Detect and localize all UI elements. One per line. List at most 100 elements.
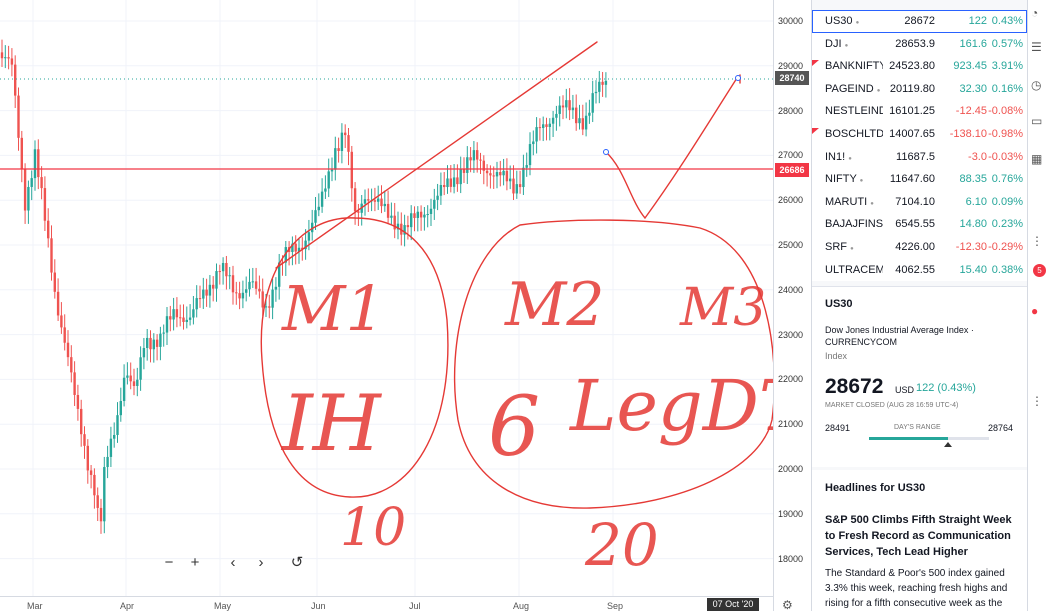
candle-body xyxy=(165,316,169,333)
candle-body xyxy=(93,474,96,496)
handwritten-annotation: 20 xyxy=(584,511,659,579)
candle-body xyxy=(23,168,27,211)
list-icon[interactable]: ☰ xyxy=(1031,40,1042,54)
time-axis[interactable]: Mar Apr May Jun Jul Aug Sep 07 Oct '20 xyxy=(0,596,773,612)
chart-canvas[interactable]: M1 IH 10 M2 M3 6 LegDT 20 xyxy=(0,0,773,596)
news-heading: Headlines for US30 xyxy=(825,482,926,494)
handwritten-annotation: 6 xyxy=(488,380,540,475)
candle-body xyxy=(363,199,367,204)
watchlist-change: 122 xyxy=(968,15,987,27)
watchlist-row[interactable]: BAJAJFINS' ● 6545.55 14.80 0.23% xyxy=(812,213,1027,236)
candle-body xyxy=(297,247,301,252)
candle-body xyxy=(522,167,525,188)
watchlist-symbol: BOSCHLTD ● xyxy=(825,127,883,140)
day-range-low: 28491 xyxy=(825,423,851,433)
status-dot-icon: ● xyxy=(850,245,854,252)
candle-body xyxy=(215,271,218,289)
candle-body xyxy=(334,148,337,170)
clock-icon[interactable]: ◷ xyxy=(1031,78,1042,92)
filter-icon[interactable]: ⋮ xyxy=(1031,394,1043,408)
candle-body xyxy=(485,170,489,174)
details-name: Dow Jones Industrial Average Index · CUR… xyxy=(825,325,974,347)
price-axis-tick: 19000 xyxy=(778,508,804,519)
watchlist-row[interactable]: ULTRACEM ● 4062.55 15.40 0.38% xyxy=(812,258,1027,282)
candle-body xyxy=(330,169,334,172)
watchlist-row[interactable]: DJI ● 28653.9 161.6 0.57% xyxy=(812,32,1027,56)
candle-body xyxy=(146,337,149,348)
news-title-link[interactable]: S&P 500 Climbs Fifth Straight Week to Fr… xyxy=(825,514,1012,558)
candle-body xyxy=(558,105,561,114)
candle-body xyxy=(56,291,60,316)
candle-body xyxy=(132,381,136,386)
candle-body xyxy=(380,198,383,207)
scroll-right-button[interactable]: › xyxy=(258,554,264,571)
bell-icon[interactable]: ● xyxy=(1031,304,1039,318)
watchlist-row[interactable]: MARUTI ● 7104.10 6.10 0.09% xyxy=(812,190,1027,214)
day-range-bar xyxy=(869,437,989,447)
flag-icon[interactable] xyxy=(812,127,819,134)
price-axis-tick: 20000 xyxy=(778,464,804,474)
price-chart[interactable]: M1 IH 10 M2 M3 6 LegDT 20 − + ‹ › ↺ xyxy=(0,0,773,611)
watchlist-percent: -0.08% xyxy=(988,105,1023,118)
candle-body xyxy=(109,438,113,457)
candle-body xyxy=(258,288,261,292)
scroll-left-button[interactable]: ‹ xyxy=(230,554,236,571)
candle-body xyxy=(449,178,452,187)
horizontal-line-price-tag: 26686 xyxy=(775,163,809,177)
candle-body xyxy=(604,80,608,85)
watchlist-row[interactable]: SRF ● 4226.00 -12.30 -0.29% xyxy=(812,235,1027,259)
watchlist-last: 28672 xyxy=(904,15,935,27)
watchlist-last: 11687.5 xyxy=(896,150,935,163)
candle-body xyxy=(33,149,37,179)
watchlist-row[interactable]: NIFTY ● 11647.60 88.35 0.76% xyxy=(812,168,1027,191)
candle-body xyxy=(601,81,604,85)
watchlist-row[interactable]: BANKNIFTY ● 24523.80 923.45 3.91% xyxy=(812,55,1027,78)
candle-body xyxy=(80,408,83,435)
candle-body xyxy=(452,177,456,187)
candle-body xyxy=(466,157,469,173)
candle-body xyxy=(89,470,93,475)
dots-icon[interactable]: ⋮ xyxy=(1031,234,1043,248)
candle-body xyxy=(96,495,99,508)
candle-body xyxy=(198,298,202,300)
circle-m1-drawing xyxy=(260,217,449,498)
candle-body xyxy=(548,123,551,127)
candle-body xyxy=(367,199,370,201)
watchlist-row[interactable]: PAGEIND ● 20119.80 32.30 0.16% xyxy=(812,77,1027,101)
calendar-icon[interactable]: ▦ xyxy=(1031,152,1043,166)
candle-body xyxy=(581,118,584,130)
candle-body xyxy=(225,262,228,277)
chat-icon[interactable]: ▭ xyxy=(1031,114,1043,128)
candle-body xyxy=(423,214,426,218)
candle-body xyxy=(152,339,155,350)
candle-body xyxy=(83,434,86,446)
details-type: Index xyxy=(825,351,848,361)
candle-body xyxy=(155,339,159,347)
user-icon[interactable]: ◔ xyxy=(1031,6,1039,20)
candle-body xyxy=(535,127,538,142)
zoom-out-button[interactable]: − xyxy=(164,554,174,571)
flag-icon[interactable] xyxy=(812,60,819,67)
watchlist-percent: 0.38% xyxy=(991,263,1023,276)
day-range-label: DAY'S RANGE xyxy=(894,424,941,431)
gear-icon[interactable]: ⚙ xyxy=(782,598,793,612)
zoom-in-button[interactable]: + xyxy=(190,554,200,571)
reset-chart-button[interactable]: ↺ xyxy=(290,554,304,571)
candle-body xyxy=(182,317,185,322)
candle-body xyxy=(221,262,225,272)
candle-body xyxy=(30,178,33,187)
status-dot-icon: ● xyxy=(844,42,849,49)
price-axis[interactable]: 30000 29000 28000 27000 26000 25000 24000 23000… xyxy=(773,0,811,611)
watchlist-row[interactable]: IN1! ● 11687.5 -3.0 -0.03% xyxy=(812,145,1027,169)
details-price: 28672 xyxy=(825,375,884,398)
watchlist-row[interactable]: US30 ● 28672 122 0.43% xyxy=(812,10,1027,33)
watchlist-change: 32.30 xyxy=(959,82,987,95)
watchlist-last: 28653.9 xyxy=(895,37,935,50)
watchlist-row[interactable]: NESTLEIND ● 16101.25 -12.45-0.08% xyxy=(812,100,1027,123)
watchlist-change: -12.45 xyxy=(955,105,987,118)
watchlist-row[interactable]: BOSCHLTD ● 14007.65 -138.10-0.98% xyxy=(812,122,1027,146)
candle-body xyxy=(436,195,439,200)
candle-body xyxy=(443,185,446,188)
symbol-details: US30 Dow Jones Industrial Average Index … xyxy=(812,286,1027,467)
watchlist-change: 88.35 xyxy=(959,173,987,186)
